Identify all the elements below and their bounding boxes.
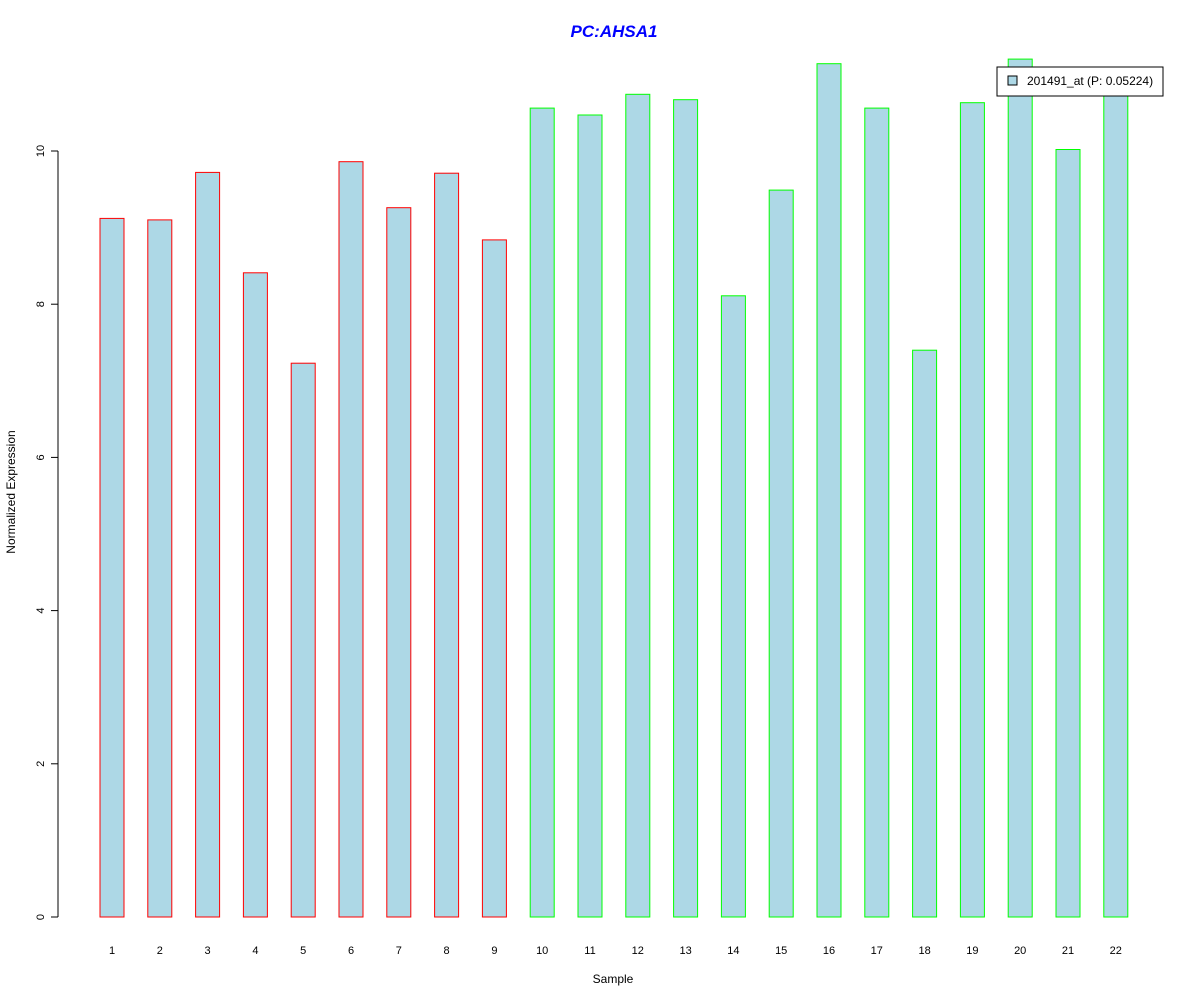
x-tick-label: 7 — [396, 945, 402, 957]
bar — [1055, 149, 1081, 918]
chart-title: PC:AHSA1 — [571, 22, 658, 41]
x-tick-label: 16 — [823, 945, 835, 957]
bar — [290, 362, 316, 918]
x-tick-label: 22 — [1110, 945, 1122, 957]
x-tick-label: 15 — [775, 945, 787, 957]
x-tick-label: 12 — [632, 945, 644, 957]
x-tick-label: 6 — [348, 945, 354, 957]
x-tick-label: 9 — [491, 945, 497, 957]
x-tick-label: 1 — [109, 945, 115, 957]
y-tick-label: 0 — [35, 914, 47, 920]
x-tick-label: 5 — [300, 945, 306, 957]
x-tick-label: 17 — [871, 945, 883, 957]
bar — [99, 217, 125, 918]
bar — [577, 114, 603, 918]
x-tick-label: 13 — [679, 945, 691, 957]
x-tick-label: 8 — [444, 945, 450, 957]
x-tick-label: 14 — [727, 945, 739, 957]
bar — [338, 161, 364, 918]
x-tick-label: 4 — [252, 945, 258, 957]
bar — [768, 189, 794, 918]
y-axis-title: Normalized Expression — [4, 430, 18, 553]
x-tick-labels: 1 2 3 4 5 6 7 8 9 10 11 12 13 14 15 16 17 18 19 20 21 22 — [109, 945, 1122, 957]
x-tick-label: 19 — [966, 945, 978, 957]
x-tick-label: 3 — [205, 945, 211, 957]
bar — [816, 63, 842, 918]
bars-group — [99, 58, 1129, 918]
x-tick-label: 20 — [1014, 945, 1026, 957]
bar — [434, 172, 460, 918]
y-tick-label: 2 — [35, 761, 47, 767]
legend-box — [996, 66, 1164, 97]
bar — [529, 107, 555, 918]
x-tick-label: 10 — [536, 945, 548, 957]
legend: 201491_at (P: 0.05224) — [996, 66, 1164, 97]
bar — [912, 349, 938, 918]
y-tick-label: 4 — [35, 608, 47, 614]
x-tick-label: 18 — [918, 945, 930, 957]
bar — [959, 102, 985, 918]
x-axis-title: Sample — [593, 972, 634, 986]
x-tick-label: 11 — [584, 945, 595, 957]
x-tick-label: 2 — [157, 945, 163, 957]
bar — [720, 295, 746, 918]
bar — [1007, 58, 1033, 918]
x-tick-label: 21 — [1062, 945, 1074, 957]
y-tick-label: 8 — [35, 301, 47, 307]
bar — [242, 272, 268, 918]
bar — [1103, 80, 1129, 918]
bar — [147, 219, 173, 918]
legend-swatch — [1007, 75, 1018, 86]
bar — [195, 171, 221, 918]
bar — [625, 93, 651, 918]
y-tick-label: 6 — [35, 454, 47, 460]
legend-label: 201491_at (P: 0.05224) — [1027, 74, 1153, 88]
bar — [864, 107, 890, 918]
bar — [673, 99, 699, 918]
bar — [386, 207, 412, 918]
y-axis: 0 2 4 6 8 10 — [35, 145, 59, 920]
y-tick-label: 10 — [35, 145, 47, 157]
bar — [481, 239, 507, 918]
